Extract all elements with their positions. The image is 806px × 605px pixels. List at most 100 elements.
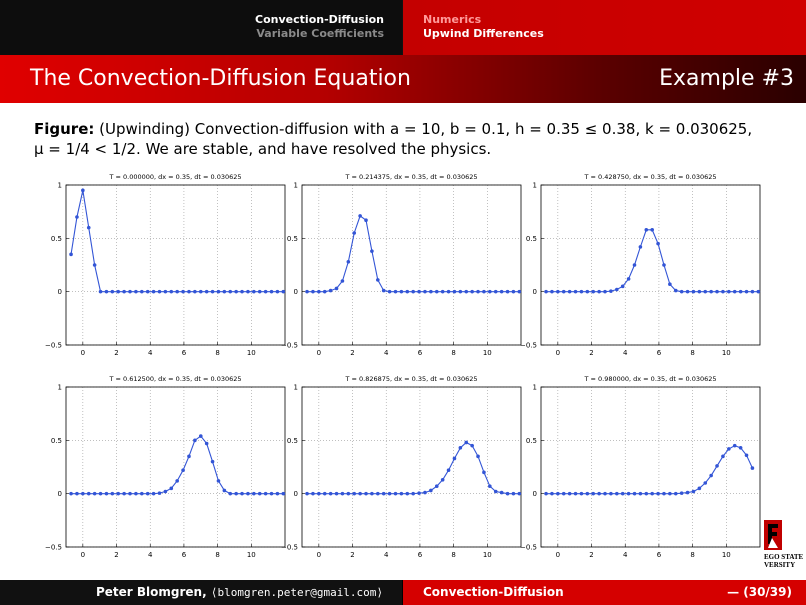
- data-point: [157, 289, 162, 294]
- data-point: [561, 289, 566, 294]
- data-point: [175, 289, 179, 294]
- y-tick-label: −0.5: [281, 342, 298, 350]
- data-point: [429, 488, 433, 493]
- y-tick-label: 1: [58, 384, 62, 392]
- x-tick-label: 2: [350, 551, 354, 559]
- x-tick-label: 2: [114, 349, 118, 357]
- frame-title: The Convection-Diffusion Equation: [30, 66, 411, 91]
- data-point: [370, 249, 374, 253]
- data-point: [482, 470, 486, 475]
- data-point: [715, 464, 719, 468]
- data-point: [340, 491, 345, 496]
- x-tick-label: 8: [451, 349, 455, 357]
- data-point: [691, 289, 696, 294]
- data-point: [252, 491, 256, 496]
- footer-author-box: Peter Blomgren, ⟨blomgren.peter@gmail.co…: [0, 580, 402, 605]
- nav-section-other[interactable]: Variable Coefficients: [256, 27, 384, 40]
- x-tick-label: 8: [690, 349, 694, 357]
- data-point: [591, 289, 596, 294]
- nav-subsection-current[interactable]: Upwind Differences: [423, 27, 544, 40]
- data-point: [673, 288, 678, 293]
- figure-caption: Figure: (Upwinding) Convection-diffusion…: [34, 119, 794, 159]
- nav-subsection[interactable]: Numerics Upwind Differences: [403, 0, 806, 55]
- data-point: [662, 491, 666, 496]
- nav-subsection-other[interactable]: Numerics: [423, 13, 482, 26]
- university-logo: [764, 520, 782, 550]
- nav-section[interactable]: Convection-Diffusion Variable Coefficien…: [0, 0, 402, 55]
- data-point: [505, 289, 510, 294]
- plot-axes: 0 2 4 6 8 10 −0.5 0 0.5 1: [520, 182, 761, 357]
- data-point: [476, 454, 480, 459]
- x-tick-label: 6: [418, 349, 423, 357]
- x-tick-label: 8: [215, 349, 219, 357]
- data-point: [703, 481, 708, 485]
- data-point: [311, 289, 315, 294]
- data-point: [128, 491, 132, 496]
- x-tick-label: 4: [148, 349, 153, 357]
- data-point: [511, 491, 516, 496]
- data-point: [470, 289, 474, 294]
- series-line: [546, 445, 753, 495]
- data-point: [234, 289, 238, 294]
- data-point: [145, 491, 150, 496]
- data-point: [732, 443, 737, 448]
- data-point: [387, 491, 392, 496]
- x-tick-label: 4: [623, 551, 628, 559]
- data-point: [193, 438, 197, 443]
- footer-short-title: Convection-Diffusion: [423, 585, 564, 599]
- plot-title: T = 0.214375, dx = 0.35, dt = 0.030625: [345, 173, 478, 181]
- data-point: [346, 260, 351, 264]
- data-point: [685, 289, 690, 294]
- data-point: [452, 456, 457, 461]
- data-point: [517, 491, 522, 496]
- data-point: [240, 289, 244, 294]
- data-point: [756, 289, 761, 294]
- data-point: [620, 284, 625, 289]
- y-tick-label: 1: [294, 384, 298, 392]
- data-point: [499, 490, 504, 495]
- top-navigation: Convection-Diffusion Variable Coefficien…: [0, 0, 806, 55]
- data-point: [544, 491, 548, 496]
- data-point: [269, 289, 274, 294]
- data-point: [644, 228, 649, 232]
- x-tick-label: 2: [350, 349, 354, 357]
- data-point: [358, 214, 362, 218]
- nav-section-current[interactable]: Convection-Diffusion: [255, 13, 384, 26]
- data-point: [482, 289, 486, 294]
- data-point: [104, 491, 109, 496]
- data-point: [632, 491, 637, 496]
- data-point: [381, 288, 386, 293]
- data-point: [222, 289, 227, 294]
- data-point: [376, 278, 380, 282]
- data-point: [275, 289, 280, 294]
- data-point: [163, 489, 168, 494]
- data-point: [423, 289, 427, 294]
- x-tick-label: 10: [722, 349, 731, 357]
- data-point: [181, 289, 185, 294]
- data-point: [493, 289, 498, 294]
- data-point: [573, 289, 578, 294]
- data-point: [381, 491, 386, 496]
- data-point: [511, 289, 516, 294]
- data-point: [222, 488, 227, 493]
- data-point: [92, 263, 97, 267]
- data-point: [98, 491, 103, 496]
- axes-box: [301, 184, 522, 346]
- data-point: [228, 491, 233, 496]
- data-point: [204, 289, 209, 294]
- data-point: [122, 491, 126, 496]
- x-tick-label: 2: [589, 349, 593, 357]
- data-point: [727, 447, 731, 451]
- y-tick-label: 1: [58, 182, 62, 190]
- data-point: [134, 491, 138, 496]
- plot-title: T = 0.980000, dx = 0.35, dt = 0.030625: [584, 375, 717, 383]
- data-point: [98, 289, 103, 294]
- data-point: [505, 491, 510, 496]
- data-point: [458, 446, 463, 450]
- x-tick-label: 0: [317, 551, 321, 559]
- data-point: [116, 289, 121, 294]
- data-point: [626, 491, 631, 496]
- data-point: [721, 454, 725, 459]
- data-point: [697, 486, 702, 491]
- data-point: [721, 289, 725, 294]
